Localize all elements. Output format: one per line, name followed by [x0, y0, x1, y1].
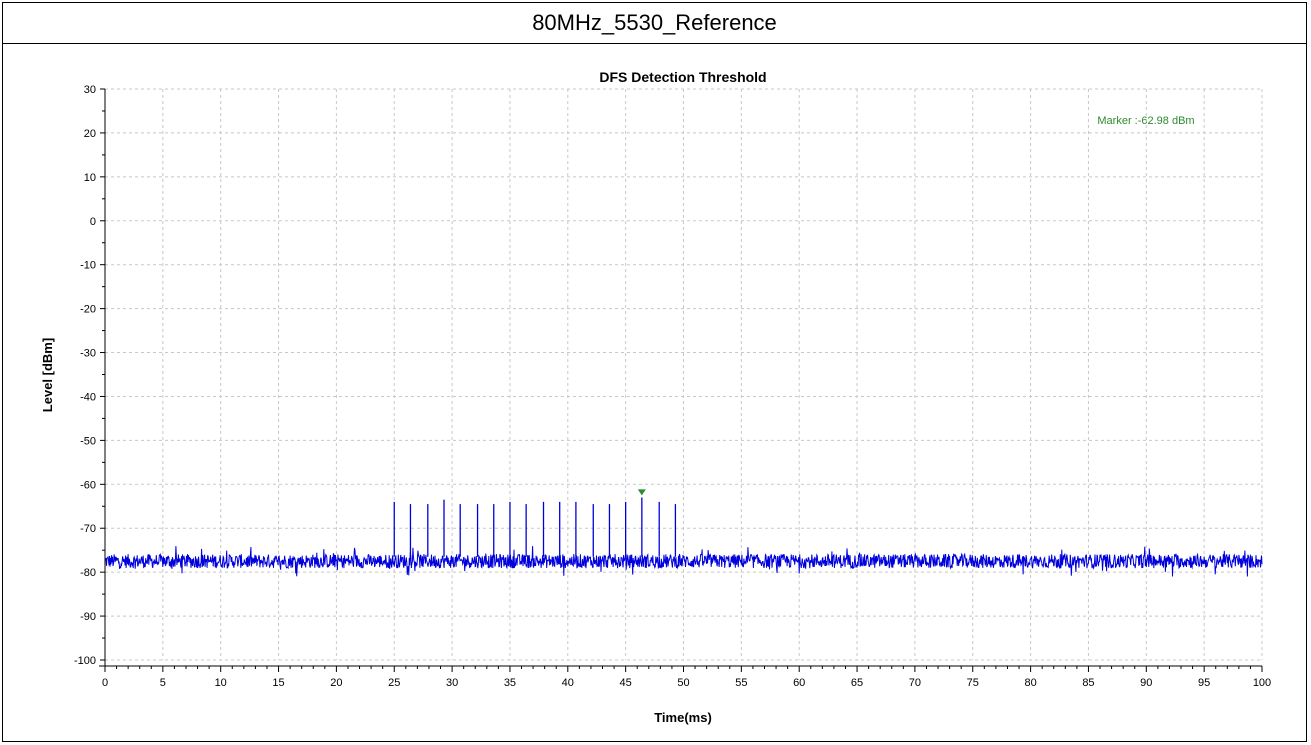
x-tick-label: 80: [1024, 677, 1036, 689]
y-tick-label: -50: [80, 435, 96, 447]
trace-layer: [104, 489, 1263, 577]
x-tick-label: 5: [160, 677, 166, 689]
x-tick-label: 90: [1140, 677, 1152, 689]
y-tick-label: 10: [84, 172, 96, 184]
x-tick-label: 55: [735, 677, 747, 689]
x-tick-label: 50: [677, 677, 689, 689]
x-tick-label: 25: [388, 677, 400, 689]
y-tick-label: -20: [80, 304, 96, 316]
grid: [104, 88, 1263, 661]
x-tick-label: 30: [446, 677, 458, 689]
page-title: 80MHz_5530_Reference: [3, 3, 1306, 44]
noise-trace: [104, 546, 1263, 577]
x-tick-label: 95: [1198, 677, 1210, 689]
x-tick-label: 40: [562, 677, 574, 689]
y-axis-label: Level [dBm]: [40, 338, 55, 412]
x-tick-label: 60: [793, 677, 805, 689]
x-tick-label: 65: [851, 677, 863, 689]
x-tick-label: 70: [909, 677, 921, 689]
x-tick-label: 85: [1082, 677, 1094, 689]
y-tick-label: -100: [74, 655, 96, 667]
marker-triangle: [637, 489, 646, 496]
y-tick-label: -40: [80, 391, 96, 403]
x-axis-label: Time(ms): [654, 710, 712, 725]
y-tick-label: -60: [80, 479, 96, 491]
y-tick-label: 30: [84, 84, 96, 96]
y-tick-label: -10: [80, 260, 96, 272]
x-tick-label: 75: [967, 677, 979, 689]
x-tick-label: 45: [620, 677, 632, 689]
x-tick-label: 10: [215, 677, 227, 689]
x-tick-label: 0: [102, 677, 108, 689]
y-tick-label: 0: [90, 216, 96, 228]
y-tick-label: 20: [84, 128, 96, 140]
y-tick-label: -90: [80, 611, 96, 623]
y-tick-label: -30: [80, 348, 96, 360]
x-tick-label: 20: [330, 677, 342, 689]
y-tick-label: -80: [80, 567, 96, 579]
x-tick-label: 15: [272, 677, 284, 689]
y-tick-label: -70: [80, 523, 96, 535]
x-tick-label: 35: [504, 677, 516, 689]
chart-title: DFS Detection Threshold: [599, 69, 766, 85]
x-tick-label: 100: [1253, 677, 1271, 689]
